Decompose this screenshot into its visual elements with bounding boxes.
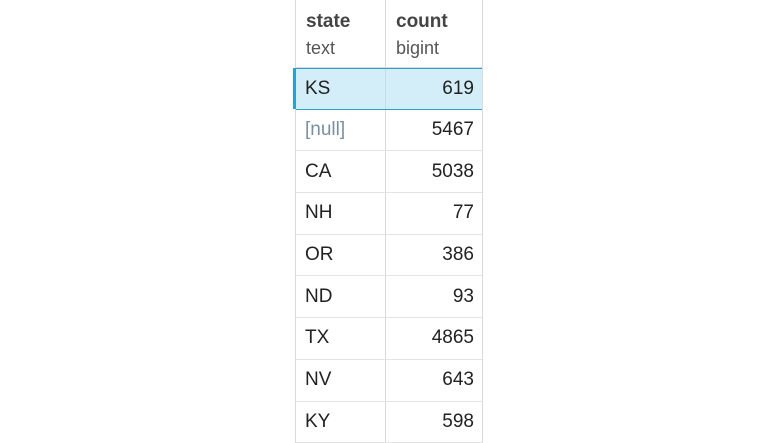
selected-row-marker [293,68,296,109]
table-row[interactable]: NH 77 [296,193,482,235]
state-cell[interactable]: CA [296,151,386,193]
table-row[interactable]: KY 598 [296,401,482,443]
column-name: state [306,11,351,32]
table-row[interactable]: [null] 5467 [296,109,482,152]
table-row[interactable]: ND 93 [296,276,482,319]
count-cell[interactable]: 77 [452,202,474,224]
column-type: text [306,38,336,58]
state-cell[interactable]: KS [296,69,386,109]
count-cell[interactable]: 643 [442,369,474,391]
column-header-state[interactable]: state text [296,0,386,67]
count-cell[interactable]: 5038 [431,160,474,182]
count-cell[interactable]: 619 [442,77,474,99]
state-cell[interactable]: NV [296,359,386,401]
count-cell[interactable]: 5467 [431,119,474,141]
table-row[interactable]: OR 386 [296,234,482,277]
count-cell[interactable]: 93 [452,285,474,307]
column-name: count [396,11,448,32]
state-cell[interactable]: NH [296,193,386,234]
state-cell-null[interactable]: [null] [296,109,386,151]
table-row[interactable]: CA 5038 [296,151,482,194]
count-cell[interactable]: 598 [442,410,474,432]
state-cell[interactable]: ND [296,276,386,318]
table-row[interactable]: TX 4865 [296,318,482,360]
grid-header: state text count bigint [296,0,482,68]
column-header-count[interactable]: count bigint [386,0,482,67]
count-cell[interactable]: 386 [442,244,474,266]
result-grid: state text count bigint KS 619 [null] 54… [295,0,483,443]
table-row-selected[interactable]: KS 619 [296,68,482,110]
count-cell[interactable]: 4865 [431,327,474,349]
state-cell[interactable]: TX [296,318,386,359]
column-type: bigint [396,38,440,58]
state-cell[interactable]: KY [296,401,386,443]
table-row[interactable]: NV 643 [296,359,482,402]
state-cell[interactable]: OR [296,234,386,276]
